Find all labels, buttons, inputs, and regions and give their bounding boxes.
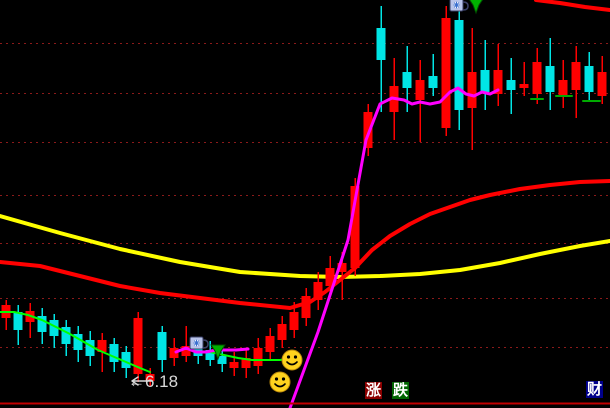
series-ma-red-long	[0, 179, 610, 310]
series-ma-magenta	[174, 346, 250, 354]
candle-38	[467, 28, 477, 150]
candle-48	[597, 56, 607, 104]
series-ma-yellow-long	[0, 214, 610, 279]
price-callout-arrow-icon	[131, 376, 153, 386]
candle-14	[169, 338, 179, 366]
candle-2	[25, 303, 35, 338]
green-down-arrow-icon	[210, 344, 226, 361]
smiley-face-icon	[269, 371, 291, 393]
candle-11	[133, 312, 143, 382]
candle-41	[506, 58, 516, 114]
candle-22	[265, 328, 275, 360]
candle-4	[49, 314, 59, 348]
candle-24	[289, 302, 299, 338]
candle-3	[37, 308, 47, 344]
candle-21	[253, 338, 263, 374]
series-ma-magenta-main	[288, 86, 500, 408]
smiley-face-icon	[281, 349, 303, 371]
candle-20	[241, 348, 251, 378]
candle-9	[109, 338, 119, 372]
legend-fall-badge[interactable]: 跌	[392, 381, 410, 399]
candle-31	[376, 6, 386, 112]
candle-17	[205, 341, 215, 366]
candle-37	[454, 2, 464, 130]
candle-7	[85, 331, 95, 366]
ma-lines-back	[0, 179, 610, 310]
candle-0	[1, 300, 11, 330]
candle-46	[571, 46, 581, 118]
candle-36	[441, 6, 451, 136]
candle-19	[229, 352, 239, 376]
candle-43	[532, 48, 542, 104]
series-ma-green-short-2	[195, 351, 295, 361]
cup-icon	[449, 0, 469, 12]
chart-markers	[131, 0, 483, 393]
series-ma-green-short	[0, 311, 151, 373]
candle-45	[558, 60, 568, 108]
green-down-arrow-icon	[469, 0, 483, 15]
candle-23	[277, 316, 287, 348]
candle-27	[325, 256, 335, 296]
cup-icon	[189, 336, 209, 350]
candle-44	[545, 38, 555, 110]
candlesticks	[1, 2, 607, 386]
candle-18	[217, 348, 227, 372]
candle-47	[584, 52, 594, 100]
candle-40	[493, 44, 503, 106]
legend-wealth-badge[interactable]: 财	[586, 380, 604, 398]
candle-35	[428, 54, 438, 96]
series-ma-red-top-segment	[534, 0, 610, 12]
candle-30	[363, 104, 373, 156]
candle-6	[73, 326, 83, 362]
price-callout-label: ←6.18	[128, 372, 179, 391]
candle-15	[181, 326, 191, 362]
candle-1	[13, 305, 23, 345]
candle-13	[157, 326, 167, 372]
candle-25	[301, 288, 311, 326]
candle-42	[519, 62, 529, 96]
candle-5	[61, 320, 71, 356]
legend-rise-badge[interactable]: 涨	[365, 381, 383, 399]
candle-39	[480, 40, 490, 110]
candle-26	[313, 272, 323, 310]
